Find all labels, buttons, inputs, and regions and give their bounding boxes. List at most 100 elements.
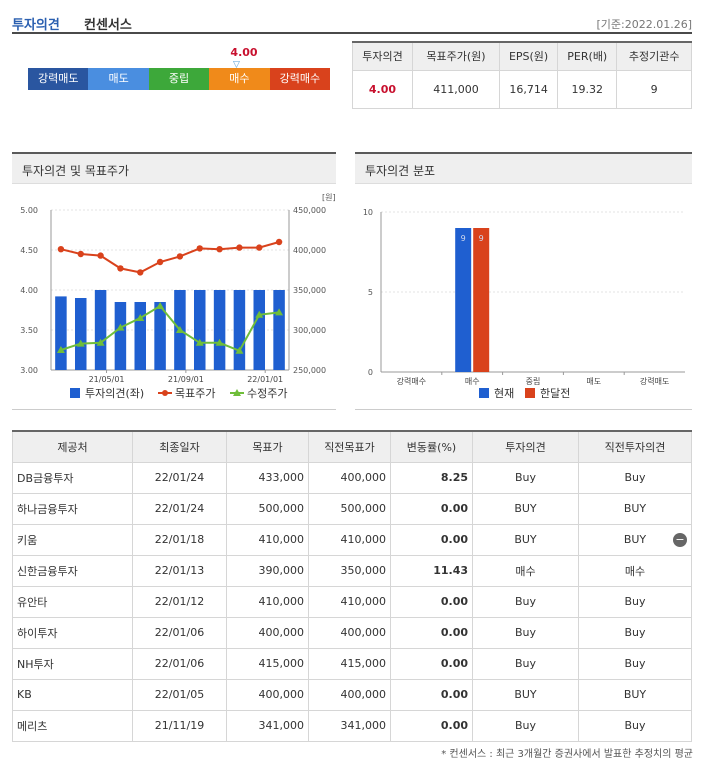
change-cell: 0.00 bbox=[390, 492, 473, 525]
y-left-tick: 4.50 bbox=[20, 246, 38, 255]
collapse-minus-icon[interactable]: − bbox=[673, 532, 687, 547]
prev-opinion-cell: Buy bbox=[578, 709, 692, 742]
opinion-bar bbox=[94, 290, 107, 370]
scale-strong-sell: 강력매도 bbox=[28, 68, 89, 90]
y-left-tick: 5.00 bbox=[20, 206, 38, 215]
y-left-tick: 4.00 bbox=[20, 286, 38, 295]
adj-price-line bbox=[60, 304, 280, 353]
date-cell: 22/01/13 bbox=[132, 554, 227, 587]
target-price-point bbox=[196, 245, 203, 252]
provider-cell: 하이투자 bbox=[12, 616, 133, 649]
legend-swatch bbox=[525, 388, 535, 398]
change-cell: 0.00 bbox=[390, 616, 473, 649]
table-row: 메리츠 21/11/19 341,000 341,000 0.00 Buy Buy bbox=[12, 709, 692, 742]
scale-strong-buy: 강력매수 bbox=[269, 68, 331, 90]
prev-opinion-cell: Buy bbox=[578, 585, 692, 618]
section-header: 투자의견 컨센서스 [기준:2022.01.26] bbox=[12, 12, 692, 34]
y-right-unit: [원] bbox=[322, 193, 336, 202]
opinion-distribution-panel: 투자의견 분포 10 5 0 강력매수 매수 9 9 중립 매도 강력매도 현재 한달전 bbox=[355, 152, 692, 410]
x-tick-label: 강력매수 bbox=[397, 376, 426, 386]
opinion-cell: BUY bbox=[472, 678, 579, 711]
table-row: 유안타 22/01/12 410,000 410,000 0.00 Buy Buy bbox=[12, 585, 692, 618]
opinion-bar bbox=[74, 298, 87, 370]
provider-cell: 하나금융투자 bbox=[12, 492, 133, 525]
adj-price-point bbox=[56, 346, 65, 353]
scale-sell: 매도 bbox=[88, 68, 149, 90]
prev-opinion-cell: Buy bbox=[578, 461, 692, 494]
provider-table: 제공처 최종일자 목표가 직전목표가 변동률(%) 투자의견 직전투자의견 DB… bbox=[12, 430, 692, 742]
y-right-tick: 400,000 bbox=[293, 246, 326, 255]
provider-cell: 신한금융투자 bbox=[12, 554, 133, 587]
legend-label: 현재 bbox=[494, 387, 514, 400]
adj-price-point bbox=[195, 338, 204, 346]
y-tick: 10 bbox=[363, 208, 373, 217]
date-cell: 22/01/24 bbox=[132, 461, 227, 494]
summary-target-price: 411,000 bbox=[411, 69, 500, 109]
opinion-bar bbox=[253, 290, 266, 370]
adj-price-point bbox=[76, 339, 85, 347]
target-price-point bbox=[57, 246, 65, 253]
y-left-tick: 3.00 bbox=[20, 366, 38, 375]
legend-swatch bbox=[479, 388, 489, 398]
opinion-cell: 매수 bbox=[472, 554, 579, 587]
opinion-bar bbox=[233, 290, 246, 370]
opinion-cell: BUY bbox=[472, 523, 579, 556]
col-prev-target: 직전목표가 bbox=[308, 430, 391, 463]
opinion-target-chart: 5.00 4.50 4.00 3.50 3.00 450,000 400,000 350,00… bbox=[20, 193, 336, 400]
x-tick-label: 매수 bbox=[465, 377, 480, 386]
opinion-cell: Buy bbox=[472, 616, 579, 649]
change-cell: 0.00 bbox=[390, 678, 473, 711]
scale-neutral: 중립 bbox=[148, 68, 210, 90]
legend-swatch bbox=[233, 389, 241, 396]
bar-value-label: 9 bbox=[479, 234, 484, 243]
date-cell: 21/11/19 bbox=[132, 709, 227, 742]
legend-label: 한달전 bbox=[540, 387, 570, 400]
target-cell: 341,000 bbox=[226, 709, 309, 742]
legend-swatch bbox=[162, 390, 168, 396]
y-right-tick: 300,000 bbox=[293, 326, 326, 335]
provider-cell: NH투자 bbox=[12, 647, 133, 680]
opinion-bar bbox=[213, 290, 226, 370]
target-cell: 400,000 bbox=[226, 678, 309, 711]
prev-target-cell: 350,000 bbox=[308, 554, 391, 587]
scale-buy: 매수 bbox=[209, 68, 270, 90]
date-cell: 22/01/12 bbox=[132, 585, 227, 618]
legend-label: 목표주가 bbox=[175, 387, 215, 400]
prev-opinion-cell: Buy bbox=[578, 647, 692, 680]
month-ago-bar bbox=[473, 228, 490, 372]
col-change: 변동률(%) bbox=[390, 430, 473, 463]
legend-swatch bbox=[70, 388, 80, 398]
adj-price-point bbox=[175, 326, 184, 333]
summary-header: PER(배) bbox=[557, 41, 618, 71]
prev-opinion-cell: 매수 bbox=[578, 554, 692, 587]
current-bar bbox=[455, 228, 472, 372]
table-row: 하이투자 22/01/06 400,000 400,000 0.00 Buy Buy bbox=[12, 616, 692, 649]
target-price-point bbox=[216, 246, 223, 253]
provider-cell: 키움 bbox=[12, 523, 133, 556]
bar-value-label: 9 bbox=[461, 234, 466, 243]
adj-price-point bbox=[136, 314, 145, 321]
table-row: NH투자 22/01/06 415,000 415,000 0.00 Buy Buy bbox=[12, 647, 692, 680]
target-price-point bbox=[176, 253, 184, 260]
y-tick: 0 bbox=[368, 368, 373, 377]
prev-target-cell: 415,000 bbox=[308, 647, 391, 680]
date-cell: 22/01/18 bbox=[132, 523, 227, 556]
provider-cell: 유안타 bbox=[12, 585, 133, 618]
adj-price-point bbox=[156, 302, 165, 309]
date-cell: 22/01/24 bbox=[132, 492, 227, 525]
target-cell: 390,000 bbox=[226, 554, 309, 587]
provider-cell: DB금융투자 bbox=[12, 461, 133, 494]
summary-header: 투자의견 bbox=[352, 41, 413, 71]
opinion-scale: 강력매도 매도 중립 매수 강력매수 bbox=[28, 68, 331, 90]
target-price-point bbox=[77, 250, 84, 258]
prev-target-cell: 410,000 bbox=[308, 523, 391, 556]
legend-label: 투자의견(좌) bbox=[85, 387, 144, 400]
provider-cell: KB bbox=[12, 678, 133, 711]
prev-opinion-cell: BUY bbox=[578, 678, 692, 711]
target-cell: 410,000 bbox=[226, 585, 309, 618]
col-date: 최종일자 bbox=[132, 430, 227, 463]
summary-table: 투자의견 목표주가(원) EPS(원) PER(배) 추정기관수 4.00 41… bbox=[352, 41, 692, 109]
col-prev-opinion: 직전투자의견 bbox=[578, 430, 692, 463]
target-cell: 433,000 bbox=[226, 461, 309, 494]
